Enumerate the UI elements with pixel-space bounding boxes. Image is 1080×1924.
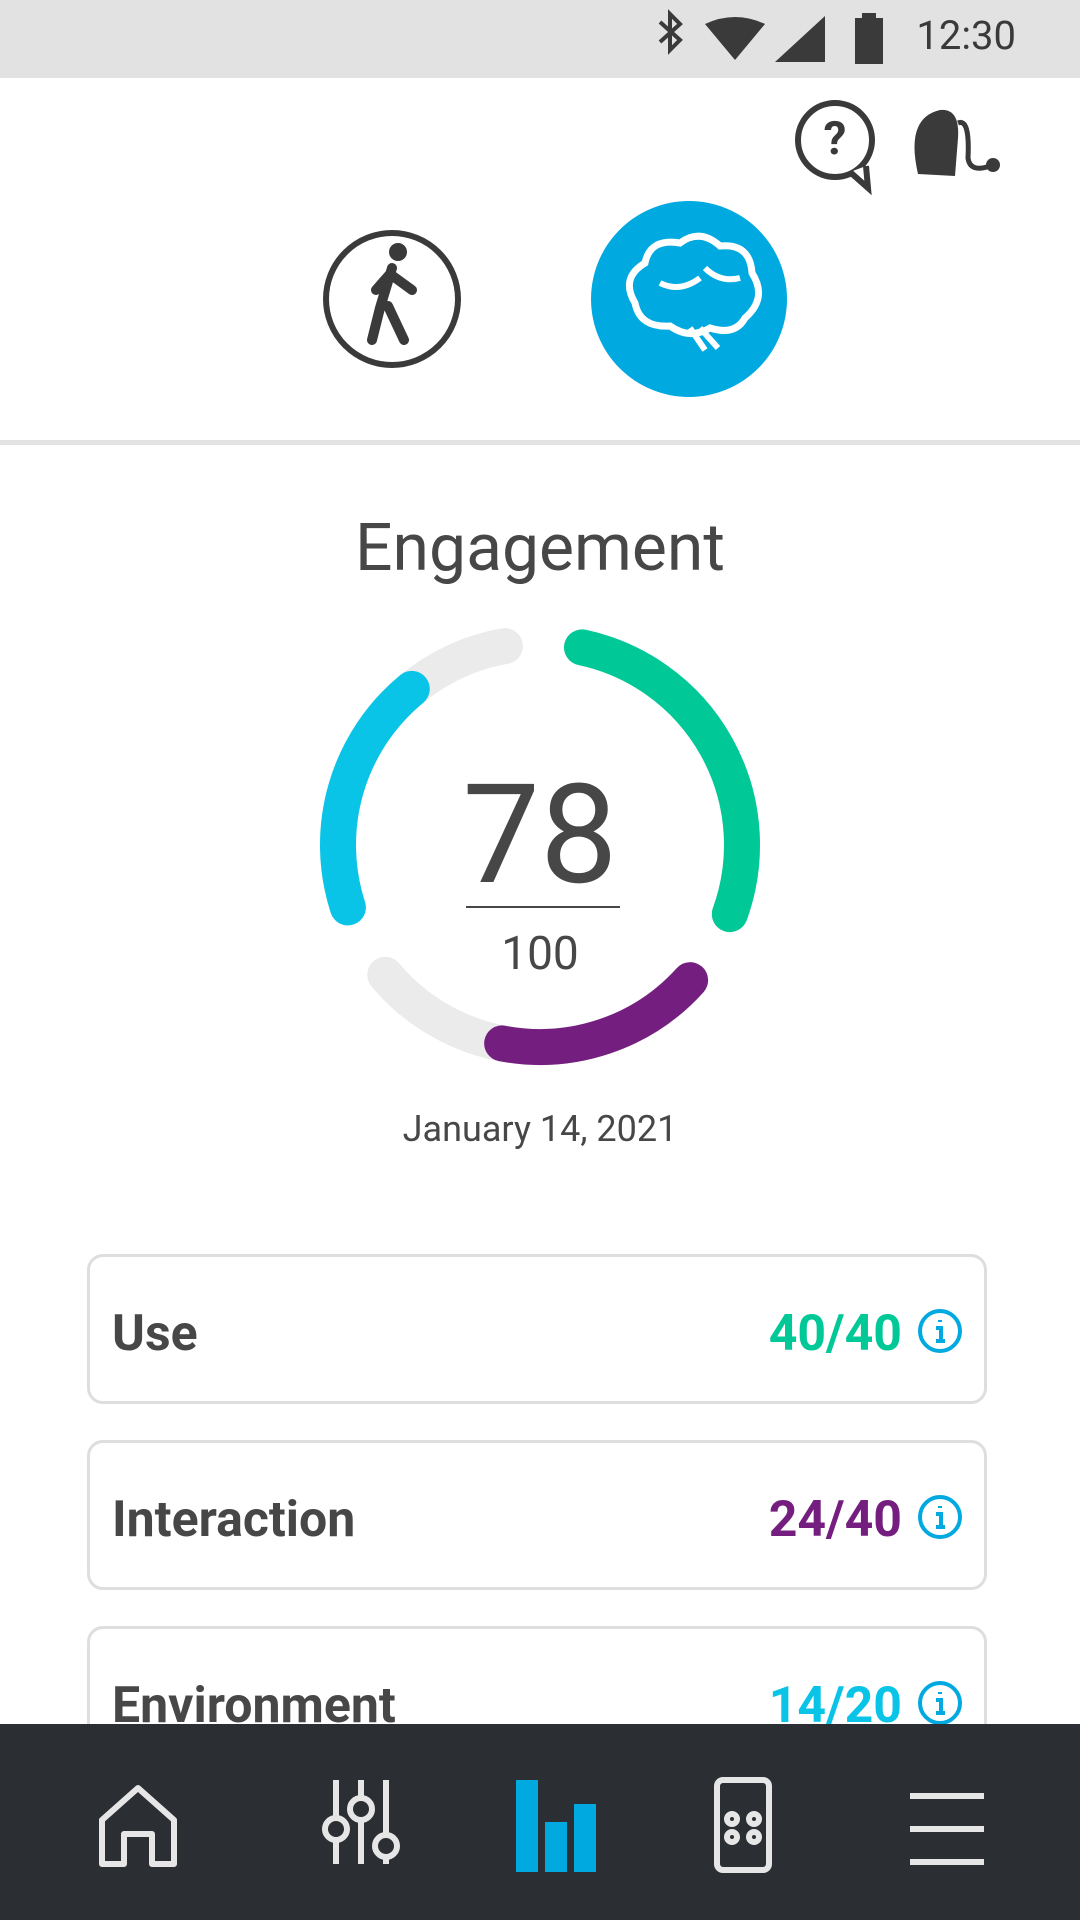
help-button[interactable]: ? bbox=[795, 100, 875, 196]
info-circle bbox=[918, 1309, 962, 1353]
nav-home[interactable] bbox=[99, 1785, 177, 1867]
card-label: Interaction bbox=[112, 1491, 356, 1549]
info-circle bbox=[918, 1681, 962, 1725]
card-value: 24/40 bbox=[768, 1491, 902, 1549]
info-button[interactable] bbox=[916, 1307, 964, 1355]
device-button[interactable] bbox=[914, 109, 1000, 176]
divider bbox=[0, 440, 1080, 445]
status-bar: 12:30 bbox=[0, 0, 1080, 78]
score-card: Interaction 24/40 bbox=[87, 1440, 987, 1590]
nav-adjust[interactable] bbox=[322, 1780, 400, 1864]
info-glyph bbox=[936, 1506, 945, 1529]
date: January 14, 2021 bbox=[402, 1108, 678, 1150]
info-button[interactable] bbox=[916, 1493, 964, 1541]
nav-icons bbox=[99, 1777, 984, 1873]
svg-text:?: ? bbox=[824, 112, 847, 166]
nav-remote[interactable] bbox=[714, 1777, 772, 1873]
gauge-segment bbox=[320, 670, 430, 926]
gauge: 78 100 bbox=[320, 628, 760, 1065]
activity-tab[interactable] bbox=[323, 230, 461, 368]
card-label: Use bbox=[112, 1305, 198, 1363]
info-circle bbox=[918, 1495, 962, 1539]
title: Engagement bbox=[355, 510, 725, 587]
info-button[interactable] bbox=[916, 1679, 964, 1727]
gauge-segment bbox=[563, 629, 760, 933]
gauge-segment bbox=[484, 962, 709, 1065]
score-max: 100 bbox=[501, 927, 579, 981]
score-card: Use 40/40 bbox=[87, 1254, 987, 1404]
bottom-nav bbox=[0, 1724, 1080, 1920]
header: ? bbox=[323, 100, 1000, 397]
card-value: 40/40 bbox=[768, 1305, 902, 1363]
score: 78 bbox=[462, 754, 617, 916]
status-time: 12:30 bbox=[916, 12, 1016, 59]
nav-menu[interactable] bbox=[910, 1793, 984, 1865]
nav-stats[interactable] bbox=[516, 1780, 596, 1872]
status-icons bbox=[658, 9, 883, 64]
info-glyph bbox=[936, 1692, 945, 1715]
info-glyph bbox=[936, 1320, 945, 1343]
brain-tab[interactable] bbox=[591, 201, 787, 397]
